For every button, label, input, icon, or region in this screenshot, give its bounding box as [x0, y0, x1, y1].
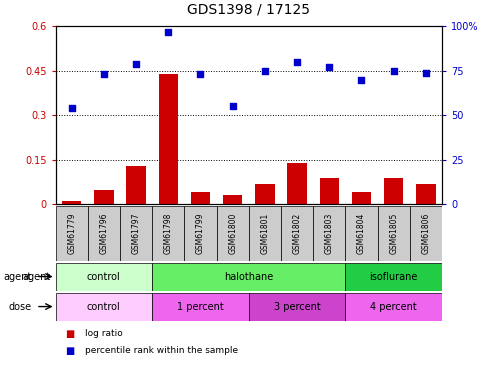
Bar — [127, 166, 146, 204]
Text: control: control — [87, 272, 121, 282]
Bar — [416, 184, 436, 204]
Bar — [191, 192, 210, 204]
Bar — [62, 201, 81, 204]
Text: GSM61797: GSM61797 — [131, 213, 141, 254]
Point — [197, 71, 204, 77]
Bar — [88, 206, 120, 261]
Text: GDS1398 / 17125: GDS1398 / 17125 — [187, 3, 310, 17]
Text: dose: dose — [9, 302, 32, 312]
Bar — [410, 206, 442, 261]
Bar — [345, 292, 442, 321]
Text: GSM61796: GSM61796 — [99, 213, 108, 254]
Bar — [158, 74, 178, 204]
Text: halothane: halothane — [224, 272, 273, 282]
Point — [293, 59, 301, 65]
Bar — [313, 206, 345, 261]
Text: isoflurane: isoflurane — [369, 272, 418, 282]
Text: control: control — [87, 302, 121, 312]
Point — [261, 68, 269, 74]
Text: GSM61799: GSM61799 — [196, 213, 205, 254]
Bar — [185, 206, 216, 261]
Bar — [249, 292, 345, 321]
Bar — [281, 206, 313, 261]
Text: GSM61803: GSM61803 — [325, 213, 334, 254]
Bar — [152, 292, 249, 321]
Bar — [216, 206, 249, 261]
Bar — [345, 206, 378, 261]
Text: GSM61801: GSM61801 — [260, 213, 270, 254]
Bar — [56, 292, 152, 321]
Text: percentile rank within the sample: percentile rank within the sample — [85, 346, 238, 355]
Bar — [152, 262, 345, 291]
Text: GSM61804: GSM61804 — [357, 213, 366, 254]
Text: GSM61798: GSM61798 — [164, 213, 173, 254]
Text: agent: agent — [23, 272, 51, 282]
Bar — [120, 206, 152, 261]
Point — [68, 105, 75, 111]
Point — [229, 104, 237, 110]
Point — [164, 28, 172, 34]
Bar — [384, 178, 403, 204]
Text: GSM61779: GSM61779 — [67, 213, 76, 254]
Bar — [56, 206, 88, 261]
Point — [132, 61, 140, 67]
Bar — [378, 206, 410, 261]
Bar — [255, 184, 274, 204]
Bar — [287, 163, 307, 204]
Bar — [249, 206, 281, 261]
Text: GSM61805: GSM61805 — [389, 213, 398, 254]
Bar — [223, 195, 242, 204]
Point — [422, 70, 430, 76]
Text: log ratio: log ratio — [85, 329, 122, 338]
Text: GSM61806: GSM61806 — [421, 213, 430, 254]
Bar — [320, 178, 339, 204]
Point — [357, 77, 365, 83]
Text: 3 percent: 3 percent — [274, 302, 320, 312]
Text: GSM61802: GSM61802 — [293, 213, 301, 254]
Point — [100, 71, 108, 77]
Bar — [352, 192, 371, 204]
Text: ■: ■ — [65, 329, 74, 339]
Bar — [152, 206, 185, 261]
Text: ■: ■ — [65, 346, 74, 355]
Point — [390, 68, 398, 74]
Bar — [345, 262, 442, 291]
Text: 1 percent: 1 percent — [177, 302, 224, 312]
Text: 4 percent: 4 percent — [370, 302, 417, 312]
Bar — [94, 189, 114, 204]
Text: GSM61800: GSM61800 — [228, 213, 237, 254]
Text: agent: agent — [3, 272, 32, 282]
Point — [326, 64, 333, 70]
Bar — [56, 262, 152, 291]
